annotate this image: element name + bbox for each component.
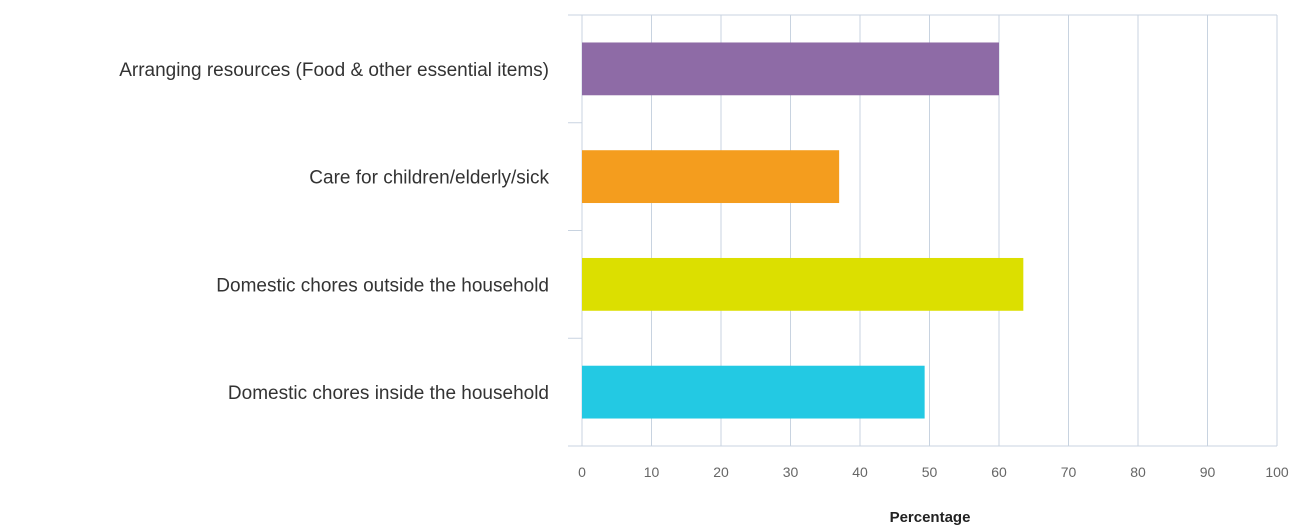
x-tick-label-70: 70 xyxy=(1061,464,1077,480)
category-label-3: Domestic chores inside the household xyxy=(228,383,549,404)
x-tick-label-0: 0 xyxy=(578,464,586,480)
bar-3 xyxy=(582,365,925,419)
x-axis-title: Percentage xyxy=(890,509,971,526)
x-tick-label-100: 100 xyxy=(1265,464,1289,480)
x-tick-label-80: 80 xyxy=(1130,464,1146,480)
bar-0 xyxy=(582,42,999,96)
x-tick-label-50: 50 xyxy=(922,464,938,480)
x-tick-label-20: 20 xyxy=(713,464,729,480)
x-tick-label-90: 90 xyxy=(1200,464,1216,480)
category-labels: Arranging resources (Food & other essent… xyxy=(119,60,549,404)
x-tick-label-40: 40 xyxy=(852,464,868,480)
x-tick-labels: 0 10 20 30 40 50 60 70 80 90 100 xyxy=(578,464,1289,480)
category-label-2: Domestic chores outside the household xyxy=(216,275,549,296)
category-label-1: Care for children/elderly/sick xyxy=(309,168,549,189)
bar-1 xyxy=(582,150,840,204)
x-tick-label-30: 30 xyxy=(783,464,799,480)
x-tick-label-10: 10 xyxy=(644,464,660,480)
x-tick-label-60: 60 xyxy=(991,464,1007,480)
category-label-0: Arranging resources (Food & other essent… xyxy=(119,60,549,81)
bar-2 xyxy=(582,257,1024,311)
bars xyxy=(582,42,1024,419)
